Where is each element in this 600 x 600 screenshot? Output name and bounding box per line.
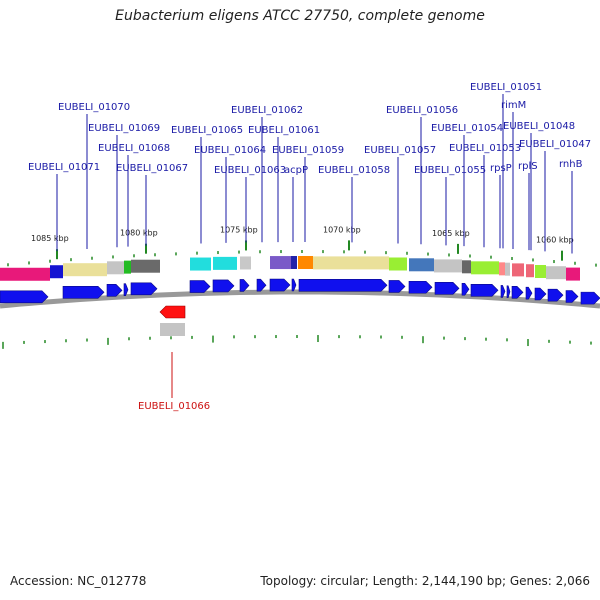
gene-label: EUBELI_01069 [88, 123, 160, 134]
cog-segment [580, 269, 600, 283]
cog-segment [512, 263, 524, 277]
gene-label: rnhB [559, 159, 583, 170]
reverse-gene-arrow [159, 305, 186, 319]
cog-segment [313, 256, 389, 270]
cog-segment [291, 256, 297, 270]
gene-label: EUBELI_01058 [318, 165, 390, 176]
gene-label: EUBELI_01053 [449, 143, 521, 154]
cog-segment [131, 259, 160, 273]
gene-label: EUBELI_01047 [519, 139, 591, 150]
gene-label: EUBELI_01065 [171, 125, 243, 136]
forward-gene-arrow [62, 285, 105, 299]
gene-label: EUBELI_01054 [431, 123, 503, 134]
gene-label: EUBELI_01061 [248, 125, 320, 136]
cog-segment [0, 267, 50, 281]
cog-segment [190, 257, 211, 271]
forward-gene-arrow [547, 288, 564, 302]
forward-gene-arrow [511, 286, 524, 299]
scale-ticks: 1085 kbp 1080 kbp 1075 kbp 1070 kbp 1065 kbp… [2, 225, 597, 349]
gene-label: EUBELI_01068 [98, 143, 170, 154]
cog-segment [63, 263, 107, 277]
cog-segment [566, 267, 580, 281]
cog-segment [107, 261, 124, 275]
accession-number: Accession: NC_012778 [10, 574, 147, 588]
cog-segment [499, 262, 505, 276]
gene-label: EUBELI_01059 [272, 145, 344, 156]
gene-label: EUBELI_01071 [28, 162, 100, 173]
gene-label: EUBELI_01057 [364, 145, 436, 156]
cog-segment [535, 264, 546, 278]
backbone-line [0, 289, 600, 309]
tick-label: 1070 kbp [323, 225, 361, 234]
forward-gene-arrow [212, 279, 235, 293]
cog-segment [240, 256, 251, 270]
cog-segment [409, 258, 434, 272]
forward-gene-arrow [256, 278, 267, 292]
forward-gene-arrow [130, 282, 158, 296]
forward-gene-arrow [408, 280, 433, 294]
forward-gene-arrow [534, 287, 547, 301]
forward-gene-arrow [291, 278, 297, 292]
gene-label: rimM [501, 100, 526, 111]
gene-label: EUBELI_01064 [194, 145, 266, 156]
gene-label: EUBELI_01048 [503, 121, 575, 132]
cog-segment [270, 256, 291, 270]
forward-gene-arrow [239, 279, 250, 292]
forward-gene-arrow [0, 290, 49, 304]
cog-segment [298, 256, 313, 270]
tick-label: 1085 kbp [31, 234, 69, 243]
gene-label: EUBELI_01051 [470, 82, 542, 93]
tick-label: 1060 kbp [536, 236, 574, 245]
cog-segment [389, 257, 407, 271]
cog-segment [471, 261, 499, 275]
tick-label: 1065 kbp [432, 229, 470, 238]
forward-gene-arrow [506, 285, 511, 299]
forward-gene-arrow [269, 278, 291, 292]
genome-summary: Topology: circular; Length: 2,144,190 bp… [260, 574, 590, 588]
cog-segment [124, 260, 131, 274]
forward-gene-arrow [500, 285, 506, 298]
gene-label: EUBELI_01066 [138, 401, 210, 412]
gene-label: EUBELI_01056 [386, 105, 458, 116]
cog-segment [434, 259, 462, 273]
gene-label: rpsP [490, 163, 512, 174]
gene-label: acpP [284, 165, 308, 176]
forward-gene-arrow [580, 291, 600, 305]
reverse-cog-segment [160, 323, 185, 336]
cog-segment [50, 265, 63, 279]
forward-gene-arrow [461, 282, 470, 296]
cog-segment [526, 264, 534, 278]
gene-label: EUBELI_01062 [231, 105, 303, 116]
gene-label: EUBELI_01067 [116, 163, 188, 174]
tick-label: 1080 kbp [120, 229, 158, 238]
forward-gene-arrow [388, 280, 406, 293]
cog-segment [462, 260, 471, 274]
genome-backbone [0, 289, 600, 309]
cog-category-track [0, 256, 600, 283]
forward-gene-arrow [565, 290, 579, 303]
forward-gene-arrow [189, 280, 211, 293]
cog-segment [546, 266, 566, 280]
forward-gene-arrow [106, 284, 123, 297]
forward-gene-arrow [525, 286, 533, 300]
forward-gene-arrow [434, 282, 460, 295]
gene-label: EUBELI_01063 [214, 165, 286, 176]
forward-gene-arrow [470, 283, 499, 297]
cog-segment [213, 256, 237, 270]
gene-labels: EUBELI_01071 EUBELI_01070 EUBELI_01069 EUBE… [28, 82, 591, 412]
gene-label: EUBELI_01070 [58, 102, 130, 113]
gene-track [0, 278, 600, 336]
forward-gene-arrow [123, 283, 129, 297]
gene-label: EUBELI_01055 [414, 165, 486, 176]
genome-title: Eubacterium eligens ATCC 27750, complete… [115, 8, 485, 24]
gene-label: rplS [518, 161, 538, 172]
forward-gene-arrow [298, 278, 388, 292]
tick-label: 1075 kbp [220, 225, 258, 234]
cog-segment [505, 262, 510, 276]
